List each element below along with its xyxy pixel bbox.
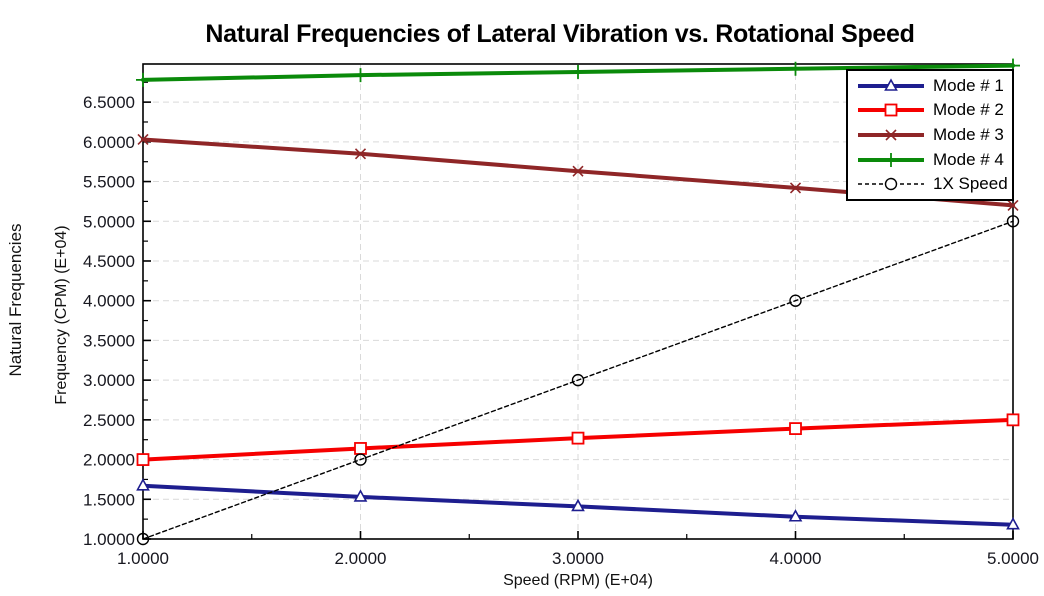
series-marker-1x-speed [136, 532, 150, 546]
series-marker-mode-1 [571, 498, 585, 512]
series-line-1x-speed [142, 220, 1014, 540]
series-marker-1x-speed [789, 294, 802, 307]
legend-label: 1X Speed [933, 174, 1008, 194]
legend-item-mode-3: Mode # 3 [848, 125, 1012, 145]
series-marker-mode-3 [572, 165, 584, 177]
x-tick-label: 2.0000 [335, 549, 387, 568]
series-marker-mode-3 [354, 148, 367, 160]
y-tick-label: 6.0000 [83, 133, 135, 152]
y-tick-label: 1.0000 [83, 530, 135, 549]
series-marker-mode-2 [1006, 413, 1020, 427]
series-marker-1x-speed [571, 373, 585, 387]
legend-label: Mode # 2 [933, 100, 1004, 120]
x-tick-label: 5.0000 [987, 549, 1039, 568]
x-tick-label: 3.0000 [552, 549, 604, 568]
legend-item-mode-1: Mode # 1 [848, 76, 1012, 96]
y-tick-label: 3.0000 [83, 371, 135, 390]
x-axis-label: Speed (RPM) (E+04) [503, 572, 653, 589]
x-tick-label: 4.0000 [770, 549, 822, 568]
y-tick-label: 4.5000 [83, 252, 135, 271]
legend-box: Mode # 1 Mode # 2 Mode # 3 Mode # 4 1X Speed [846, 69, 1014, 201]
legend-item-mode-4: Mode # 4 [848, 150, 1012, 170]
series-marker-mode-2 [354, 442, 367, 455]
series-marker-mode-3 [789, 182, 802, 194]
y-tick-label: 5.5000 [83, 173, 135, 192]
y-tick-label: 2.0000 [83, 451, 135, 470]
legend-circle-icon [858, 178, 924, 191]
series-marker-mode-2 [571, 431, 585, 445]
legend-item-1x-speed: 1X Speed [848, 174, 1012, 194]
chart-title: Natural Frequencies of Lateral Vibration… [205, 20, 915, 48]
series-marker-mode-1 [353, 489, 368, 502]
y-tick-label: 4.0000 [83, 292, 135, 311]
legend-label: Mode # 1 [933, 75, 1004, 95]
y-tick-label: 1.5000 [83, 490, 135, 509]
y-tick-label: 5.0000 [83, 212, 135, 231]
series-marker-1x-speed [354, 453, 367, 466]
legend-item-mode-2: Mode # 2 [848, 100, 1012, 120]
legend-square-icon [858, 103, 924, 117]
series-marker-mode-1 [788, 509, 803, 522]
series-marker-mode-2 [789, 422, 802, 435]
legend-x-icon [858, 129, 924, 141]
series-marker-mode-1 [1006, 517, 1020, 530]
series-marker-mode-3 [137, 133, 149, 146]
series-marker-1x-speed [1006, 215, 1020, 228]
y-tick-label: 6.5000 [83, 93, 135, 112]
legend-plus-icon [858, 152, 924, 167]
series-marker-mode-2 [136, 453, 150, 466]
y-tick-label: 2.5000 [83, 411, 135, 430]
series-marker-mode-3 [1007, 199, 1019, 211]
legend-label: Mode # 4 [933, 149, 1004, 169]
series-marker-mode-1 [136, 478, 150, 491]
y-tick-label: 3.5000 [83, 331, 135, 350]
legend-label: Mode # 3 [933, 124, 1004, 144]
legend-triangle-icon [858, 77, 924, 91]
x-tick-label: 1.0000 [117, 549, 169, 568]
